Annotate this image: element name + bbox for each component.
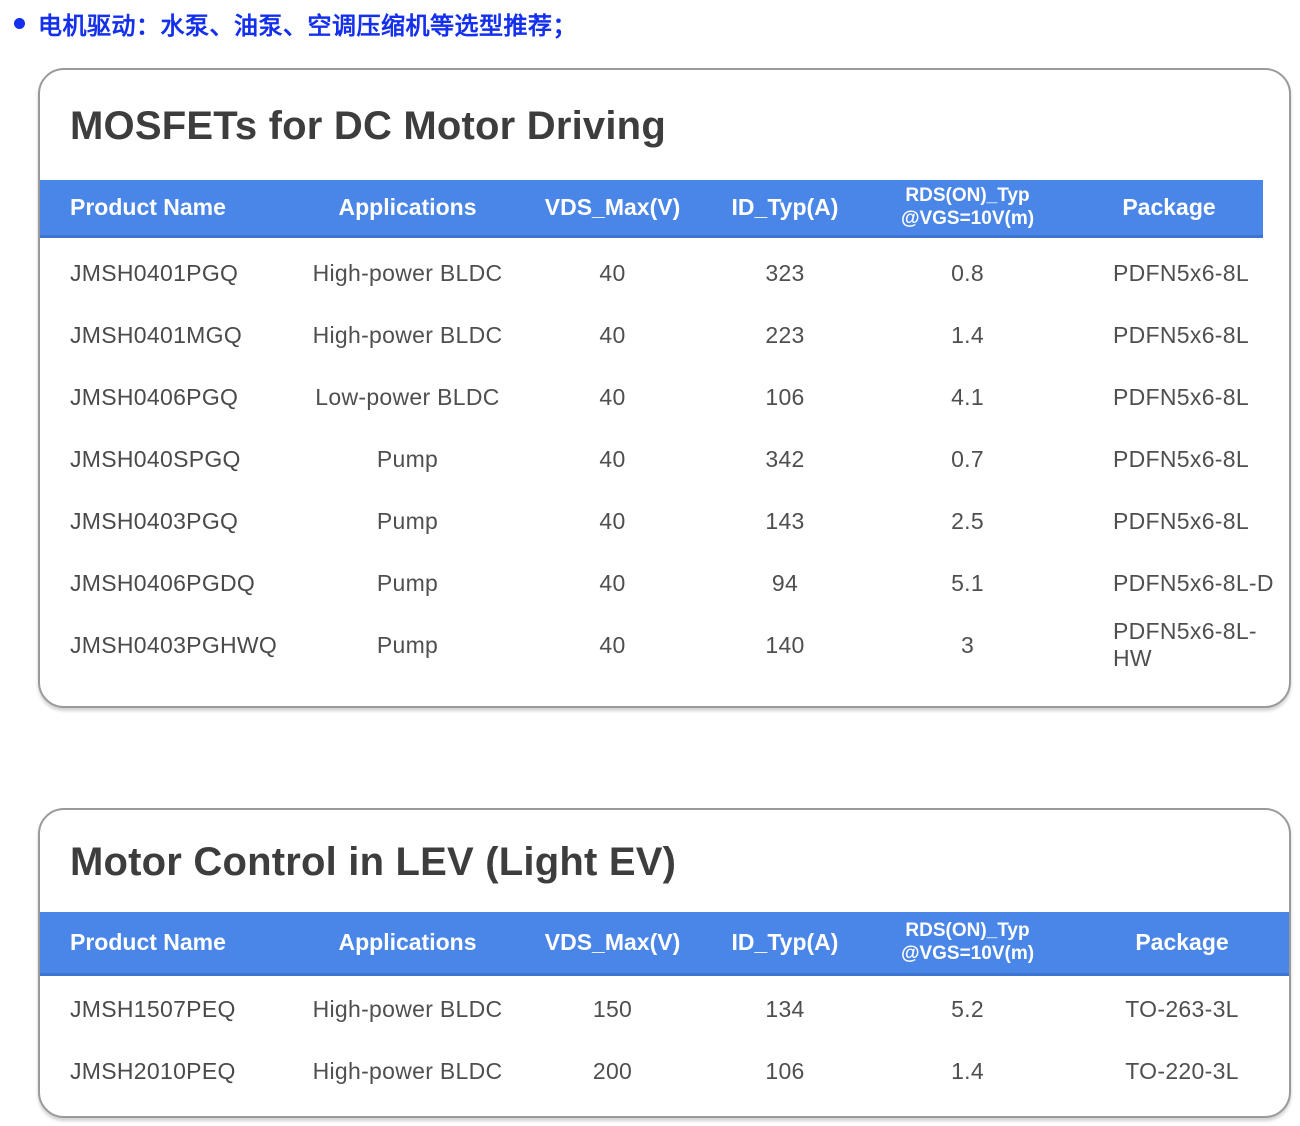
column-header-vds-max: VDS_Max(V) <box>544 194 681 220</box>
bullet-icon <box>14 18 25 29</box>
table-cell: TO-220-3L <box>1125 1057 1239 1084</box>
table-cell: Pump <box>376 445 439 472</box>
table-row: JMSH0406PGQ Low-power BLDC 40 106 4.1 PDFN5x6… <box>40 366 1289 428</box>
table-cell: PDFN5x6-8L <box>1113 445 1249 472</box>
column-header-package: Package <box>1122 194 1216 220</box>
table-row: JMSH0401PGQ High-power BLDC 40 323 0.8 PDFN5x… <box>40 242 1289 304</box>
column-header-applications: Applications <box>338 194 477 220</box>
table-cell: 140 <box>765 631 805 658</box>
dc-motor-table-card: MOSFETs for DC Motor Driving Product Nam… <box>38 68 1291 708</box>
column-header-package: Package <box>1135 929 1229 955</box>
table-cell: 4.1 <box>951 383 984 410</box>
table-cell: Pump <box>376 631 439 658</box>
table-cell: JMSH1507PEQ <box>70 995 236 1022</box>
table-cell: 40 <box>599 445 626 472</box>
table-cell: JMSH0403PGHWQ <box>70 631 278 658</box>
table-cell: 40 <box>599 507 626 534</box>
table-cell: JMSH0403PGQ <box>70 507 239 534</box>
table-cell: JMSH0406PGDQ <box>70 569 256 596</box>
table-row: JMSH0406PGDQ Pump 40 94 5.1 PDFN5x6-8L-D <box>40 552 1289 614</box>
table-body: JMSH0401PGQ High-power BLDC 40 323 0.8 PDFN5x… <box>40 238 1289 676</box>
table-cell: JMSH0401MGQ <box>70 321 243 348</box>
column-header-rds-on: RDS(ON)_Typ @VGS=10V(m) <box>900 184 1035 229</box>
table-cell: PDFN5x6-8L <box>1113 383 1249 410</box>
table-title: Motor Control in LEV (Light EV) <box>70 840 677 884</box>
table-cell: 0.7 <box>951 445 984 472</box>
table-cell: 3 <box>960 631 975 658</box>
table-header-row: Product Name Applications VDS_Max(V) ID_… <box>40 180 1263 238</box>
table-cell: 94 <box>771 569 799 596</box>
table-cell: 150 <box>592 995 633 1022</box>
table-cell: 342 <box>765 445 805 472</box>
lev-motor-table-card: Motor Control in LEV (Light EV) Product … <box>38 808 1291 1118</box>
table-row: JMSH0401MGQ High-power BLDC 40 223 1.4 PDFN5x… <box>40 304 1289 366</box>
table-cell: PDFN5x6-8L <box>1113 507 1249 534</box>
table-cell: High-power BLDC <box>312 321 503 348</box>
table-cell: 143 <box>765 507 805 534</box>
table-cell: 40 <box>599 631 626 658</box>
table-cell: High-power BLDC <box>312 995 503 1022</box>
table-cell: TO-263-3L <box>1125 995 1239 1022</box>
table-cell: 2.5 <box>951 507 984 534</box>
table-cell: 106 <box>765 1057 805 1084</box>
table-cell: High-power BLDC <box>312 1057 503 1084</box>
table-cell: JMSH2010PEQ <box>70 1057 236 1084</box>
bullet-line: 电机驱动：水泵、油泵、空调压缩机等选型推荐； <box>14 6 577 41</box>
column-header-product-name: Product Name <box>70 194 226 220</box>
table-cell: PDFN5x6-8L-D <box>1113 569 1274 596</box>
table-cell: 323 <box>765 259 805 286</box>
table-cell: Pump <box>376 507 439 534</box>
table-cell: 40 <box>599 569 626 596</box>
table-cell: JMSH040SPGQ <box>70 445 241 472</box>
table-cell: 134 <box>765 995 805 1022</box>
table-cell: 5.2 <box>951 995 984 1022</box>
table-cell: High-power BLDC <box>312 259 503 286</box>
table-row: JMSH0403PGQ Pump 40 143 2.5 PDFN5x6-8L <box>40 490 1289 552</box>
table-cell: 5.1 <box>951 569 984 596</box>
table-cell: 1.4 <box>951 1057 984 1084</box>
table-row: JMSH0403PGHWQ Pump 40 140 3 PDFN5x6-8L-HW <box>40 614 1289 676</box>
table-row: JMSH1507PEQ High-power BLDC 150 134 5.2 TO-26… <box>40 978 1289 1040</box>
column-header-product-name: Product Name <box>70 929 226 955</box>
column-header-vds-max: VDS_Max(V) <box>544 929 681 955</box>
table-cell: Low-power BLDC <box>315 383 500 410</box>
table-cell: JMSH0401PGQ <box>70 259 239 286</box>
bullet-text: 电机驱动：水泵、油泵、空调压缩机等选型推荐； <box>38 13 577 40</box>
table-cell: 40 <box>599 259 626 286</box>
table-body: JMSH1507PEQ High-power BLDC 150 134 5.2 TO-26… <box>40 976 1289 1102</box>
table-header-row: Product Name Applications VDS_Max(V) ID_… <box>40 912 1289 976</box>
table-row: JMSH040SPGQ Pump 40 342 0.7 PDFN5x6-8L <box>40 428 1289 490</box>
table-cell: 1.4 <box>951 321 984 348</box>
table-cell: 200 <box>592 1057 633 1084</box>
column-header-id-typ: ID_Typ(A) <box>731 929 839 955</box>
column-header-id-typ: ID_Typ(A) <box>731 194 839 220</box>
table-cell: JMSH0406PGQ <box>70 383 239 410</box>
table-cell: 40 <box>599 321 626 348</box>
table-cell: PDFN5x6-8L <box>1113 321 1249 348</box>
column-header-applications: Applications <box>338 929 477 955</box>
column-header-rds-on: RDS(ON)_Typ @VGS=10V(m) <box>900 919 1035 964</box>
table-row: JMSH2010PEQ High-power BLDC 200 106 1.4 TO-22… <box>40 1040 1289 1102</box>
table-cell: PDFN5x6-8L <box>1113 259 1249 286</box>
table-title: MOSFETs for DC Motor Driving <box>70 104 666 148</box>
table-cell: 0.8 <box>951 259 984 286</box>
table-cell: 106 <box>765 383 805 410</box>
table-cell: Pump <box>376 569 439 596</box>
table-cell: 223 <box>765 321 805 348</box>
table-cell: 40 <box>599 383 626 410</box>
table-cell: PDFN5x6-8L-HW <box>1113 618 1257 671</box>
